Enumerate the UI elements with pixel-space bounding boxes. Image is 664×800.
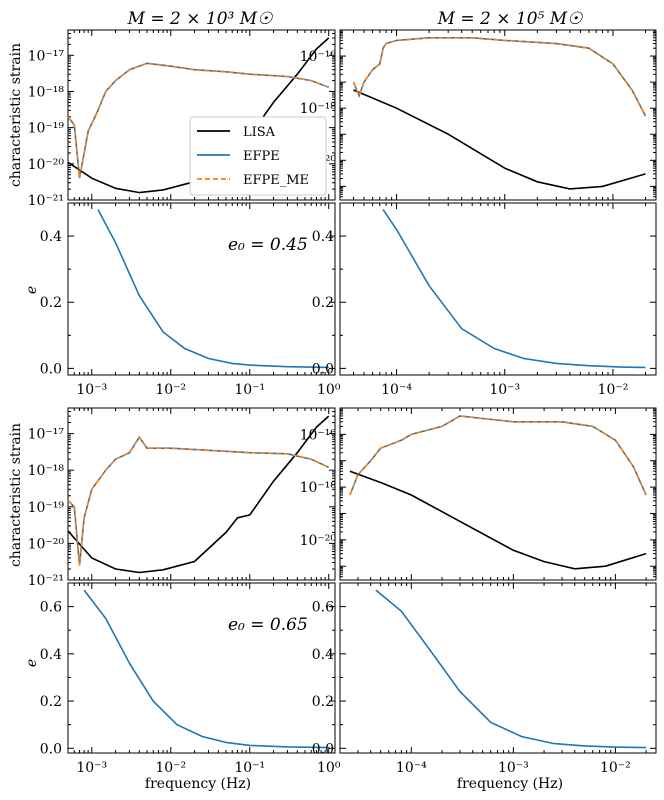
xlabel-left: frequency (Hz): [145, 776, 251, 792]
axes-frame: [339, 407, 657, 581]
series-efpe: [68, 435, 330, 566]
axes-frame: [339, 29, 657, 201]
series-efpe-me: [68, 435, 330, 566]
axes-frame: [339, 202, 657, 376]
x-tick-label: 10⁻²: [600, 760, 631, 776]
y-tick-label: 0.2: [40, 295, 62, 311]
axes-frame: [67, 29, 336, 201]
y-tick-label: 10⁻¹⁸: [300, 480, 337, 496]
title-right: M = 2 × 10⁵ M☉: [437, 9, 584, 29]
x-tick-label: 10⁻²: [155, 382, 186, 398]
axes-frame: [339, 582, 657, 754]
y-tick-label: 0.0: [312, 741, 334, 757]
x-tick-label: 10⁻³: [76, 760, 107, 776]
y-tick-label: 10⁻¹⁷: [28, 48, 65, 64]
y-tick-label: 0.2: [312, 694, 334, 710]
series-lisa: [349, 470, 647, 570]
axes-frame: [67, 407, 336, 581]
y-tick-label: 0.6: [312, 600, 334, 616]
x-tick-label: 10⁰: [317, 760, 341, 776]
panels: 10⁻²¹ 10⁻²⁰ 10⁻¹⁹ 10⁻¹⁸ 10⁻¹⁷ 10⁻²⁰ 10⁻¹⁸ 10⁻¹⁶…: [28, 29, 657, 776]
series-efpe: [83, 589, 329, 749]
y-tick-label: 0.4: [312, 229, 334, 245]
x-tick-label: 10⁻³: [76, 382, 107, 398]
series-lisa: [68, 415, 330, 574]
panel-D1: 10⁻³ 10⁻² 10⁻¹ 10⁰ 0.0 0.2 0.4 0.6: [40, 582, 341, 776]
ylabel-ecc-top: e: [24, 286, 40, 294]
ylabel-strain-bottom: characteristic strain: [8, 423, 24, 567]
panel-D2: 10⁻⁴ 10⁻³ 10⁻² 0.0 0.2 0.4 0.6: [312, 582, 657, 776]
panel-A1: 10⁻²¹ 10⁻²⁰ 10⁻¹⁹ 10⁻¹⁸ 10⁻¹⁷: [28, 29, 336, 209]
x-tick-label: 10⁰: [317, 382, 341, 398]
y-tick-label: 0.0: [40, 741, 62, 757]
y-tick-label: 0.4: [40, 229, 62, 245]
y-tick-label: 10⁻¹⁹: [28, 500, 65, 516]
xlabel-right: frequency (Hz): [457, 776, 563, 792]
axes-frame: [67, 202, 336, 376]
legend-box: [189, 116, 327, 196]
x-tick-label: 10⁻²: [155, 760, 186, 776]
x-tick-label: 10⁻³: [498, 760, 529, 776]
y-tick-label: 10⁻²¹: [28, 573, 64, 589]
y-tick-label: 10⁻¹⁸: [300, 101, 337, 117]
y-tick-label: 10⁻²⁰: [28, 157, 65, 173]
y-tick-label: 10⁻¹⁸: [28, 84, 65, 100]
x-tick-label: 10⁻³: [489, 382, 520, 398]
legend: LISA EFPE EFPE_ME: [189, 116, 327, 196]
x-tick-label: 10⁻²: [598, 382, 629, 398]
ylabel-ecc-bottom: e: [24, 659, 40, 667]
series-efpe-me: [349, 415, 647, 496]
panel-B2: 10⁻⁴ 10⁻³ 10⁻² 0.0 0.2 0.4: [312, 202, 657, 398]
y-tick-label: 0.0: [40, 361, 62, 377]
x-tick-label: 10⁻⁴: [396, 760, 427, 776]
annotation-e0-065: e₀ = 0.65: [228, 615, 308, 635]
panel-C1: 10⁻²¹ 10⁻²⁰ 10⁻¹⁹ 10⁻¹⁸ 10⁻¹⁷: [28, 407, 336, 589]
series-efpe: [97, 209, 329, 369]
y-tick-label: 10⁻²⁰: [28, 536, 65, 552]
y-tick-label: 10⁻²⁰: [300, 533, 337, 549]
legend-label-efpe: EFPE: [243, 149, 280, 164]
series-efpe: [375, 589, 647, 749]
series-efpe-me: [68, 62, 329, 179]
y-tick-label: 0.0: [312, 361, 334, 377]
panel-B1: 10⁻³ 10⁻² 10⁻¹ 10⁰ 0.0 0.2 0.4: [40, 202, 341, 398]
y-tick-label: 10⁻¹⁸: [28, 463, 65, 479]
series-lisa: [353, 89, 646, 190]
y-tick-label: 0.2: [312, 295, 334, 311]
legend-label-lisa: LISA: [243, 125, 276, 140]
x-tick-label: 10⁻⁴: [381, 382, 412, 398]
legend-label-efpe-me: EFPE_ME: [243, 173, 309, 188]
y-tick-label: 10⁻¹⁶: [300, 427, 337, 443]
axes-frame: [67, 582, 336, 754]
series-efpe-me: [352, 37, 647, 117]
y-tick-label: 10⁻¹⁶: [300, 49, 337, 65]
series-efpe: [349, 415, 647, 496]
annotation-e0-045: e₀ = 0.45: [228, 235, 308, 255]
y-tick-label: 0.4: [40, 647, 62, 663]
ylabel-strain-top: characteristic strain: [8, 43, 24, 187]
series-efpe: [352, 37, 647, 117]
y-tick-label: 10⁻¹⁹: [28, 121, 65, 137]
y-tick-label: 0.2: [40, 694, 62, 710]
y-tick-label: 0.6: [40, 600, 62, 616]
y-tick-label: 0.4: [312, 647, 334, 663]
x-tick-label: 10⁻¹: [234, 760, 265, 776]
x-tick-label: 10⁻¹: [234, 382, 265, 398]
title-left: M = 2 × 10³ M☉: [127, 9, 274, 29]
panel-C2: 10⁻²⁰ 10⁻¹⁸ 10⁻¹⁶: [300, 407, 657, 581]
y-tick-label: 10⁻²¹: [28, 193, 64, 209]
y-tick-label: 10⁻¹⁷: [28, 427, 65, 443]
series-efpe: [382, 209, 646, 369]
